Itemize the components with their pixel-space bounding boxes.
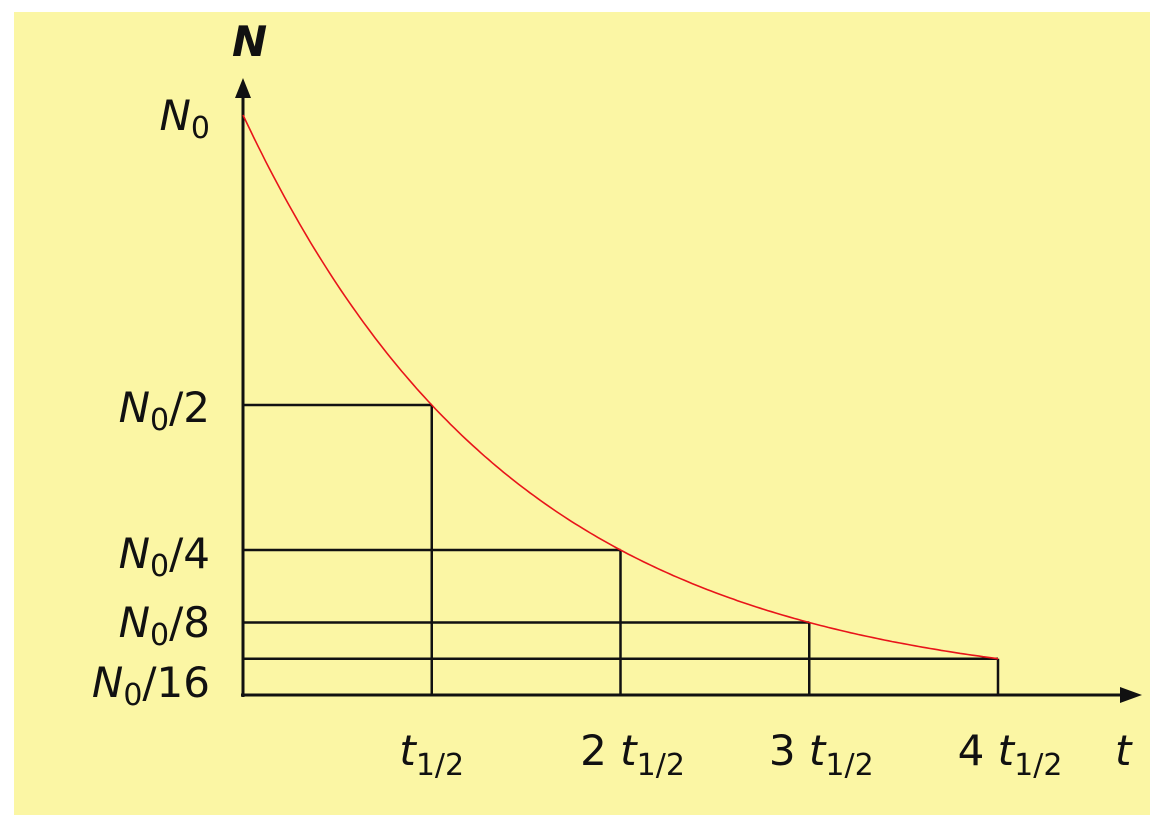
subscript: 0	[150, 618, 169, 653]
symbol: N	[119, 383, 150, 432]
x-label: 2 t1/2	[580, 726, 685, 783]
y-axis-label: N	[232, 17, 267, 66]
y-label: N0/2	[119, 383, 210, 438]
subscript: 1/2	[416, 748, 464, 783]
subscript: 1/2	[637, 748, 685, 783]
symbol: N	[92, 658, 123, 707]
subscript: 0	[123, 678, 142, 713]
symbol: N	[119, 598, 150, 647]
prefix: 2	[580, 726, 607, 775]
background	[14, 12, 1150, 815]
subscript: 0	[191, 111, 210, 146]
symbol: N	[119, 529, 150, 578]
subscript: 1/2	[1014, 748, 1062, 783]
x-arrow	[1120, 687, 1142, 703]
prefix: 3	[769, 726, 796, 775]
x-axis-label: t	[1115, 726, 1133, 775]
x-label: 3 t1/2	[769, 726, 874, 783]
y-label: N0/8	[119, 598, 210, 653]
symbol: t	[998, 726, 1016, 775]
subscript: 0	[150, 549, 169, 584]
subscript: 1/2	[825, 748, 873, 783]
y-arrow	[235, 78, 251, 98]
decay-curve	[242, 114, 999, 660]
symbol: N	[159, 91, 190, 140]
suffix: /4	[169, 529, 210, 578]
suffix: /16	[142, 658, 210, 707]
symbol: t	[399, 726, 417, 775]
x-label: 4 t1/2	[958, 726, 1063, 783]
symbol: t	[620, 726, 638, 775]
x-label: t1/2	[399, 726, 464, 783]
subscript: 0	[150, 403, 169, 438]
suffix: /2	[169, 383, 210, 432]
y-label: N0/4	[119, 529, 210, 584]
prefix: 4	[958, 726, 985, 775]
symbol: t	[809, 726, 827, 775]
y-label: N0	[159, 91, 210, 146]
y-label: N0/16	[92, 658, 210, 713]
suffix: /8	[169, 598, 210, 647]
